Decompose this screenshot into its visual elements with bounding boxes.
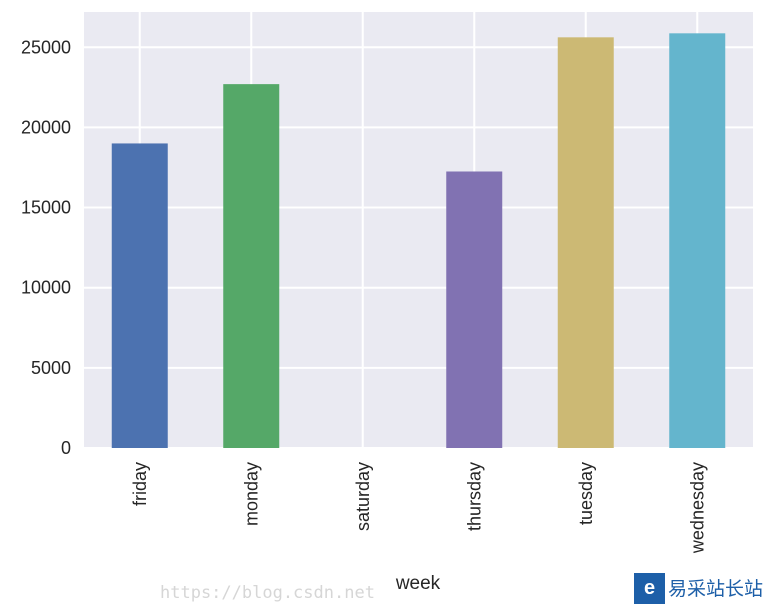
bar-tuesday bbox=[557, 37, 614, 448]
x-tick-label: monday bbox=[241, 462, 261, 526]
y-tick-label: 20000 bbox=[21, 117, 71, 137]
x-axis-label: week bbox=[395, 573, 441, 594]
x-tick-label: tuesday bbox=[576, 462, 596, 525]
x-tick-label: friday bbox=[130, 462, 150, 506]
watermark-logo: e 易采站长站 bbox=[634, 573, 768, 606]
y-tick-label: 5000 bbox=[31, 358, 71, 378]
bar-monday bbox=[223, 84, 280, 448]
y-tick-label: 0 bbox=[61, 438, 71, 458]
bar-friday bbox=[111, 143, 168, 449]
y-tick-label: 15000 bbox=[21, 198, 71, 218]
watermark-url: https://blog.csdn.net bbox=[160, 583, 375, 603]
x-tick-label: wednesday bbox=[687, 462, 707, 554]
bar-wednesday bbox=[669, 33, 726, 448]
plot-area bbox=[84, 12, 753, 448]
y-tick-label: 25000 bbox=[21, 37, 71, 57]
x-tick-label: saturday bbox=[353, 462, 373, 531]
logo-text: 易采站长站 bbox=[668, 578, 764, 600]
x-tick-label: thursday bbox=[464, 462, 484, 531]
bar-thursday bbox=[446, 171, 503, 448]
logo-icon: e bbox=[634, 573, 665, 604]
y-tick-label: 10000 bbox=[21, 278, 71, 298]
